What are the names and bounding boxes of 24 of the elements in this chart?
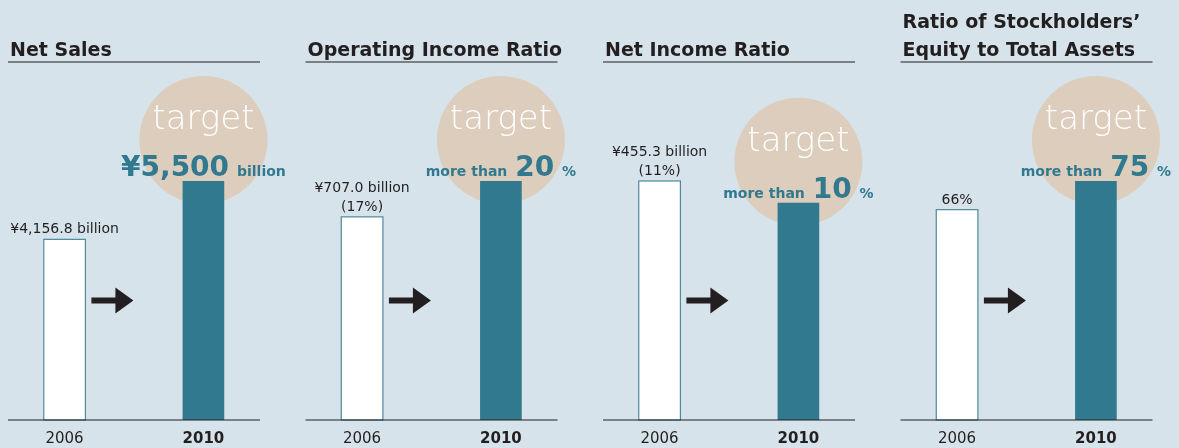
chart-title: Operating Income Ratio [307, 38, 562, 60]
data-label: ¥707.0 billion (17%) [314, 178, 410, 214]
x-tick-label: 2010 [777, 429, 820, 447]
chart-title: Net Income Ratio [605, 38, 790, 60]
data-label: more than 20 % [425, 150, 577, 183]
data-label: ¥455.3 billion (11%) [611, 143, 708, 178]
text: target [747, 118, 850, 159]
x-tick-label: 2006 [45, 429, 84, 447]
text: target [449, 97, 553, 137]
data-label: more than 10 % [723, 171, 874, 205]
data-label: ¥4,156.8 billion [10, 220, 119, 237]
data-label: ¥5,500 billion [121, 150, 286, 183]
x-tick-label: 2006 [640, 429, 679, 447]
chart-title: Net Sales [10, 38, 112, 60]
x-tick-label: 2010 [182, 429, 225, 447]
data-label: more than 75 % [1020, 150, 1172, 183]
text: target [152, 97, 255, 137]
text: target [1044, 97, 1148, 137]
x-tick-label: 2010 [480, 429, 522, 447]
x-tick-label: 2006 [937, 429, 977, 447]
x-tick-label: 2010 [1075, 429, 1117, 447]
data-label: 66% [941, 190, 973, 207]
x-tick-label: 2006 [342, 429, 382, 447]
chart-title: Ratio of Stockholders’ Equity to Total Assets [902, 10, 1141, 60]
